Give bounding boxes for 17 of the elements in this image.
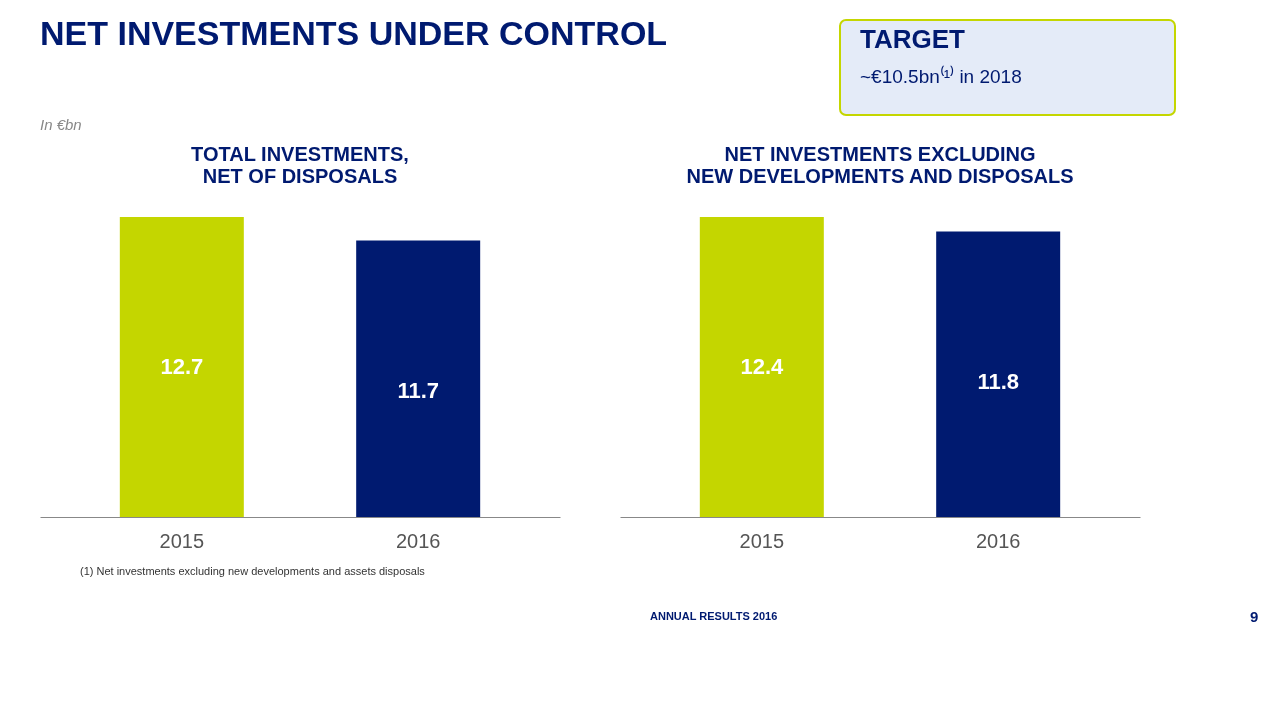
text: In €bn: [40, 116, 82, 133]
text: NET INVESTMENTS UNDER CONTROL: [40, 14, 668, 52]
data-label: 11.8: [977, 368, 1019, 394]
chart-title: TOTAL INVESTMENTS, NET OF DISPOSALS: [191, 143, 409, 187]
text: 9: [1250, 608, 1259, 625]
x-tick-label: 2016: [395, 529, 441, 552]
text: (1) Net investments excluding new developments and assets disposals: [80, 565, 426, 577]
data-label: 12.7: [160, 354, 204, 379]
chart-title: NET INVESTMENTS EXCLUDING NEW DEVELOPMENTS AND DISPOSALS: [686, 143, 1074, 187]
text: ~€10.5bn⁽¹⁾ in 2018: [860, 65, 1022, 87]
data-label: 12.4: [740, 354, 784, 379]
x-tick-label: 2016: [975, 529, 1021, 552]
text: ANNUAL RESULTS 2016: [650, 610, 778, 622]
text: TARGET: [860, 24, 966, 54]
x-tick-label: 2015: [159, 529, 205, 552]
data-label: 11.7: [397, 377, 439, 403]
x-tick-label: 2015: [739, 529, 785, 552]
